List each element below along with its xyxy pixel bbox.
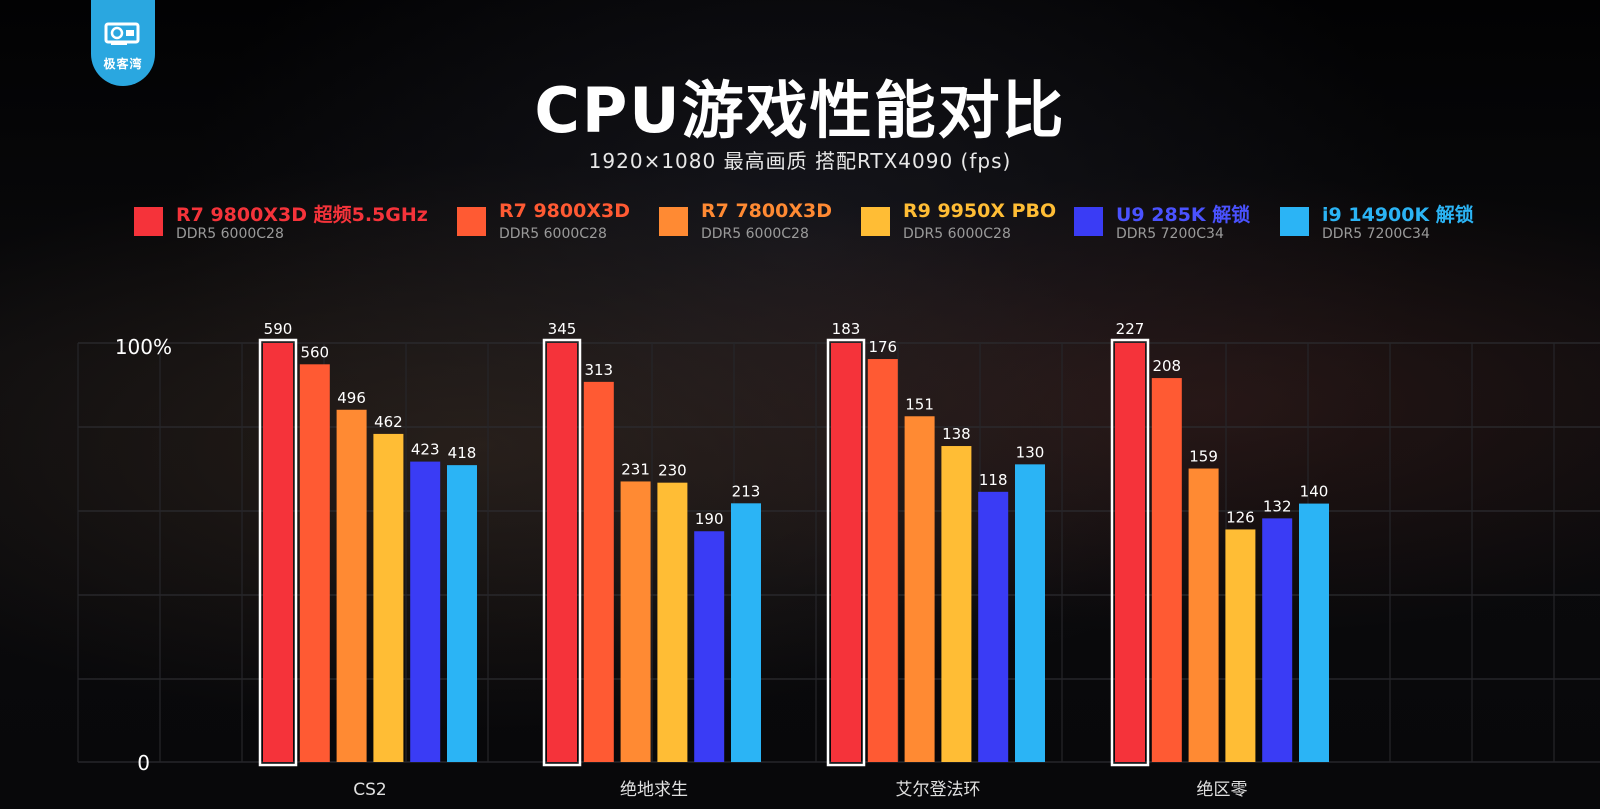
logo-text: 极客湾 bbox=[103, 57, 143, 71]
legend-memory: DDR5 6000C28 bbox=[701, 226, 809, 242]
gpu-card-icon bbox=[104, 22, 140, 45]
bar bbox=[410, 461, 441, 762]
legend-name: i9 14900K 解锁 bbox=[1322, 204, 1474, 226]
data-label: 176 bbox=[868, 338, 897, 356]
bar bbox=[1115, 343, 1145, 762]
data-label: 560 bbox=[300, 343, 329, 361]
bar bbox=[620, 481, 651, 762]
y-tick-label: 0 bbox=[137, 751, 150, 775]
data-label: 230 bbox=[658, 462, 687, 480]
data-label: 313 bbox=[584, 361, 613, 379]
bar bbox=[583, 381, 614, 762]
legend-name: R7 7800X3D bbox=[701, 200, 832, 222]
data-label: 118 bbox=[979, 471, 1008, 489]
bar bbox=[373, 433, 404, 762]
legend-memory: DDR5 7200C34 bbox=[1322, 226, 1430, 242]
data-label: 140 bbox=[1300, 483, 1329, 501]
bar bbox=[1225, 529, 1256, 762]
data-label: 132 bbox=[1263, 497, 1292, 515]
bar bbox=[657, 482, 688, 762]
data-label: 231 bbox=[621, 460, 650, 478]
data-label: 423 bbox=[411, 441, 440, 459]
highlight-outline bbox=[542, 338, 582, 767]
bar bbox=[941, 446, 972, 762]
legend-memory: DDR5 6000C28 bbox=[499, 226, 607, 242]
category-label: 绝区零 bbox=[1197, 780, 1248, 800]
chart-title: CPU游戏性能对比 bbox=[534, 74, 1066, 147]
category-label: 绝地求生 bbox=[620, 780, 688, 800]
bar bbox=[694, 531, 725, 762]
data-label: 227 bbox=[1116, 320, 1145, 338]
data-label: 159 bbox=[1189, 448, 1218, 466]
data-label: 462 bbox=[374, 413, 403, 431]
highlight-outline bbox=[1110, 338, 1150, 767]
category-label: CS2 bbox=[353, 780, 386, 800]
data-label: 590 bbox=[264, 320, 293, 338]
bar bbox=[547, 343, 577, 762]
data-label: 208 bbox=[1152, 357, 1181, 375]
bar bbox=[447, 465, 477, 762]
bar bbox=[299, 364, 330, 762]
bar bbox=[1015, 464, 1045, 762]
bar bbox=[263, 343, 293, 762]
legend-swatch bbox=[659, 207, 688, 236]
legend-swatch bbox=[457, 207, 486, 236]
data-label: 183 bbox=[832, 320, 861, 338]
data-label: 345 bbox=[548, 320, 577, 338]
legend-swatch bbox=[134, 207, 163, 236]
legend-memory: DDR5 6000C28 bbox=[176, 226, 284, 242]
bar bbox=[904, 416, 935, 762]
highlight-outline bbox=[258, 338, 298, 767]
legend-name: R7 9800X3D 超频5.5GHz bbox=[176, 204, 428, 226]
category-label: 艾尔登法环 bbox=[896, 780, 981, 800]
legend-memory: DDR5 7200C34 bbox=[1116, 226, 1224, 242]
data-label: 138 bbox=[942, 425, 971, 443]
data-label: 151 bbox=[905, 395, 934, 413]
bar bbox=[1151, 378, 1182, 762]
brand-logo: 极客湾 bbox=[91, 0, 155, 86]
legend-name: U9 285K 解锁 bbox=[1116, 204, 1251, 226]
legend-memory: DDR5 6000C28 bbox=[903, 226, 1011, 242]
data-label: 130 bbox=[1016, 443, 1045, 461]
bar bbox=[867, 359, 898, 762]
legend-name: R9 9950X PBO bbox=[903, 200, 1057, 222]
legend-name: R7 9800X3D bbox=[499, 200, 630, 222]
legend-swatch bbox=[861, 207, 890, 236]
bar bbox=[731, 503, 761, 762]
highlight-outline bbox=[826, 338, 866, 767]
bar bbox=[978, 491, 1009, 762]
legend-swatch bbox=[1280, 207, 1309, 236]
legend-swatch bbox=[1074, 207, 1103, 236]
y-tick-label: 100% bbox=[115, 335, 172, 359]
data-label: 418 bbox=[448, 444, 477, 462]
data-label: 126 bbox=[1226, 508, 1255, 526]
bar bbox=[1299, 503, 1329, 762]
bar bbox=[336, 409, 367, 762]
data-label: 213 bbox=[732, 482, 761, 500]
data-label: 496 bbox=[337, 389, 366, 407]
data-label: 190 bbox=[695, 510, 724, 528]
chart-subtitle: 1920×1080 最高画质 搭配RTX4090 (fps) bbox=[588, 149, 1012, 173]
bar bbox=[1188, 468, 1219, 762]
bar bbox=[831, 343, 861, 762]
bar bbox=[1262, 518, 1293, 762]
